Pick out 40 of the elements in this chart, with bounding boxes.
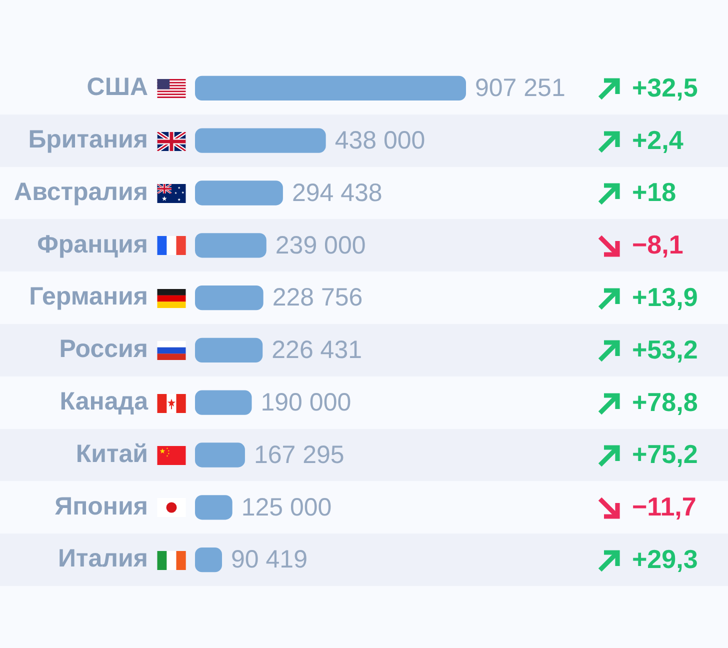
text: +2,4 bbox=[632, 124, 684, 155]
y-tick-label: Франция bbox=[37, 230, 148, 258]
bar bbox=[195, 180, 283, 206]
y-tick-label: Италия bbox=[58, 544, 148, 573]
data-label: 190 000 bbox=[260, 388, 352, 416]
bar bbox=[195, 547, 222, 572]
data-label: 907 251 bbox=[475, 74, 566, 102]
bar bbox=[195, 76, 466, 101]
data-label: 167 295 bbox=[254, 440, 344, 469]
data-label: 228 756 bbox=[272, 284, 363, 312]
text: +13,9 bbox=[632, 282, 698, 312]
y-tick-label: Китай bbox=[76, 440, 148, 468]
data-label: 125 000 bbox=[241, 493, 332, 522]
bar bbox=[195, 285, 264, 310]
y-tick-label: Германия bbox=[29, 282, 148, 311]
data-label: 226 431 bbox=[272, 336, 362, 364]
data-label: 438 000 bbox=[334, 126, 426, 154]
y-tick-label: Канада bbox=[60, 387, 150, 416]
text: +53,2 bbox=[632, 334, 698, 364]
text: +32,5 bbox=[632, 72, 698, 102]
bar bbox=[195, 495, 232, 520]
text: −11,7 bbox=[632, 492, 696, 522]
data-label: 239 000 bbox=[275, 231, 366, 260]
bar bbox=[195, 338, 263, 363]
y-tick-label: Япония bbox=[54, 492, 148, 520]
y-tick-label: Австралия bbox=[14, 178, 148, 206]
text: +75,2 bbox=[632, 439, 698, 470]
bar bbox=[195, 442, 245, 468]
text: +18 bbox=[632, 177, 676, 208]
bar bbox=[195, 233, 266, 258]
y-tick-label: Британия bbox=[28, 125, 148, 154]
bar bbox=[195, 128, 326, 153]
text: +78,8 bbox=[632, 386, 698, 417]
bar bbox=[195, 390, 252, 415]
text: −8,1 bbox=[632, 230, 684, 260]
y-tick-label: Россия bbox=[59, 335, 148, 364]
data-label: 90 419 bbox=[231, 546, 308, 574]
text: +29,3 bbox=[632, 544, 698, 574]
data-label: 294 438 bbox=[292, 178, 382, 207]
y-tick-label: США bbox=[86, 73, 148, 102]
